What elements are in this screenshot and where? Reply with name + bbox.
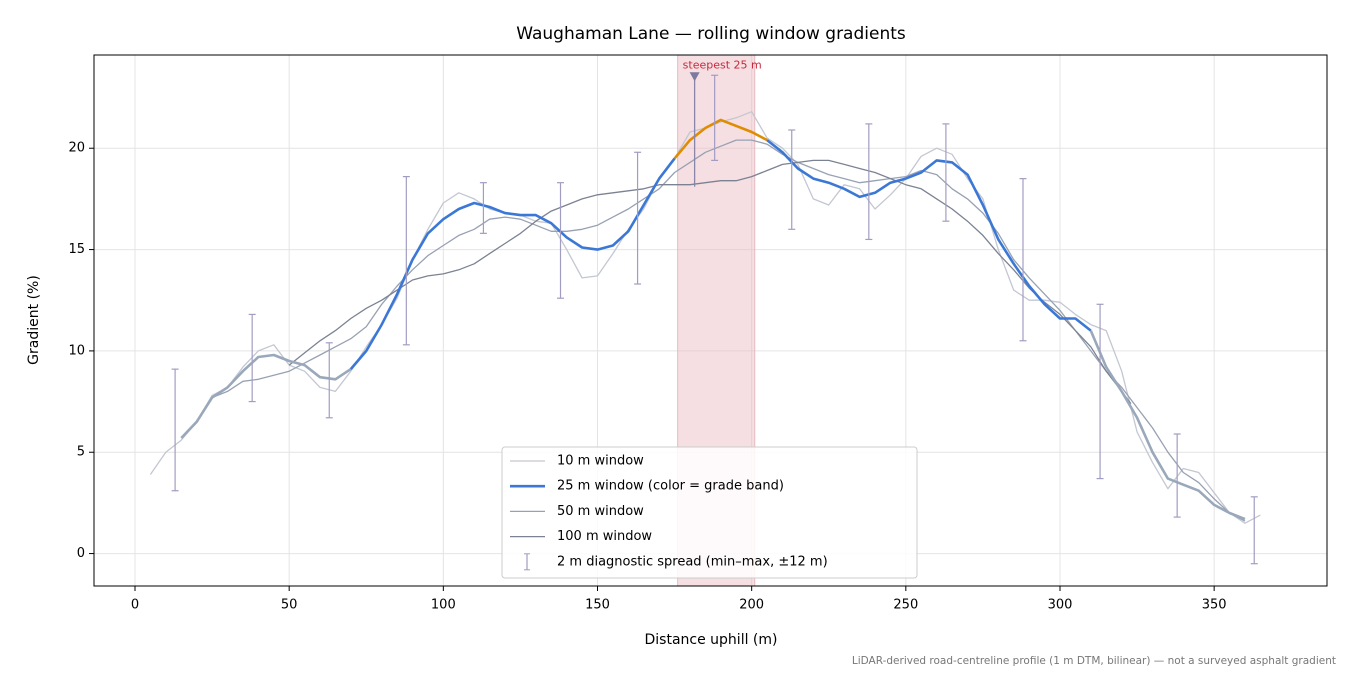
- error-bar: [248, 313, 256, 403]
- error-bar: [479, 182, 487, 234]
- x-tick-label: 250: [893, 598, 918, 613]
- error-bar: [402, 176, 410, 346]
- series-line: [180, 353, 352, 439]
- legend-label: 10 m window: [557, 454, 644, 469]
- legend-label: 25 m window (color = grade band): [557, 479, 784, 494]
- error-bar: [634, 151, 642, 285]
- x-tick-label: 150: [585, 598, 610, 613]
- chart-title: Waughaman Lane — rolling window gradient…: [516, 24, 906, 44]
- series-line: [766, 139, 1092, 332]
- error-bar: [1096, 303, 1104, 480]
- error-bar: [325, 342, 333, 419]
- error-bar: [711, 74, 719, 161]
- legend-label: 50 m window: [557, 504, 644, 519]
- x-axis-label: Distance uphill (m): [645, 632, 778, 648]
- annotation-text: steepest 25 m: [683, 58, 762, 71]
- error-bar: [1019, 178, 1027, 342]
- x-tick-label: 350: [1202, 598, 1227, 613]
- y-tick-label: 20: [68, 141, 85, 156]
- error-bar: [788, 129, 796, 230]
- legend-box: [501, 446, 918, 579]
- series-line: [1089, 330, 1246, 521]
- legend-label: 100 m window: [557, 529, 652, 544]
- y-tick-label: 15: [68, 242, 85, 257]
- error-bar: [171, 368, 179, 492]
- error-bar: [1173, 433, 1181, 518]
- plot-frame: [93, 54, 1328, 587]
- y-tick-label: 5: [77, 445, 85, 460]
- error-bar: [865, 123, 873, 241]
- y-tick-label: 0: [77, 546, 85, 561]
- x-tick-label: 100: [431, 598, 456, 613]
- error-bar: [942, 123, 950, 222]
- annotation-marker: [689, 72, 700, 82]
- error-bar: [1250, 496, 1258, 565]
- legend-label: 2 m diagnostic spread (min–max, ±12 m): [557, 554, 828, 569]
- error-bar: [556, 182, 564, 299]
- y-axis-label: Gradient (%): [26, 275, 42, 365]
- y-tick-label: 10: [68, 343, 85, 358]
- series-line: [349, 157, 676, 370]
- x-tick-label: 200: [739, 598, 764, 613]
- series-line: [673, 118, 768, 160]
- series-line: [288, 159, 1132, 404]
- x-tick-label: 300: [1048, 598, 1073, 613]
- footnote: LiDAR-derived road-centreline profile (1…: [852, 655, 1336, 667]
- x-tick-label: 50: [281, 598, 298, 613]
- x-tick-label: 0: [131, 598, 139, 613]
